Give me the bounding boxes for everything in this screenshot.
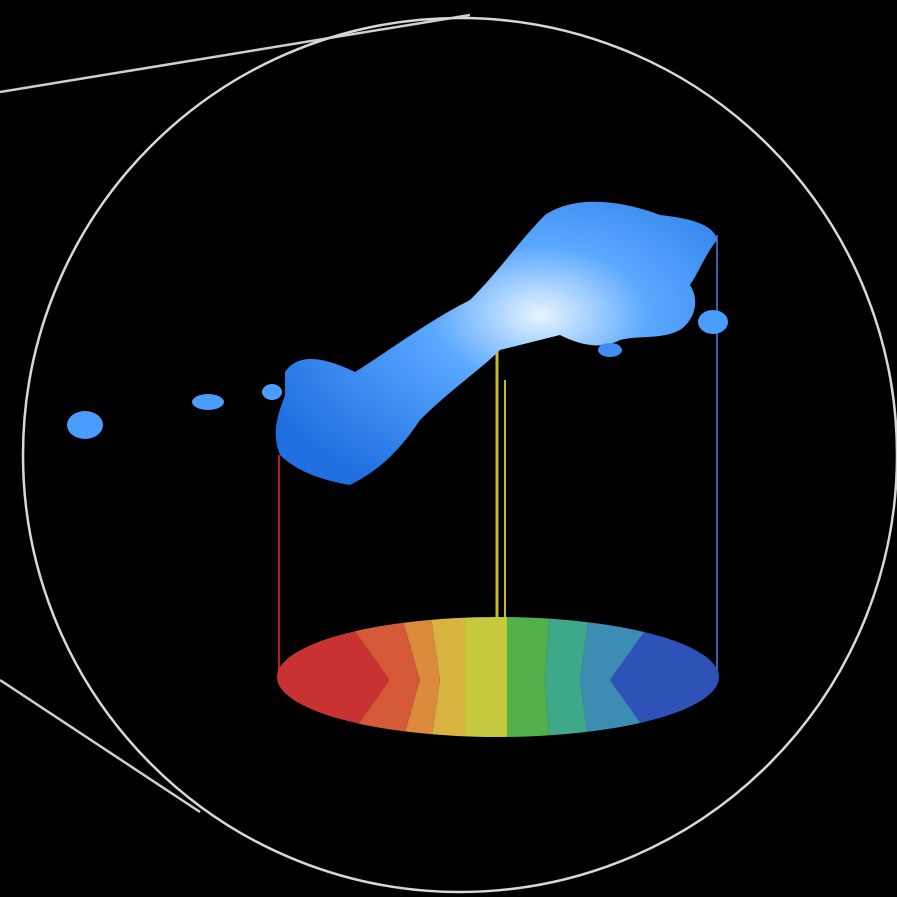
blob [67,411,103,439]
scene [0,0,897,897]
background [0,0,897,897]
blob [698,310,728,334]
blob [192,394,224,410]
contour-band [507,610,550,750]
contour-band [465,610,507,750]
blob [598,343,622,357]
blob [262,384,282,400]
page [0,0,897,897]
